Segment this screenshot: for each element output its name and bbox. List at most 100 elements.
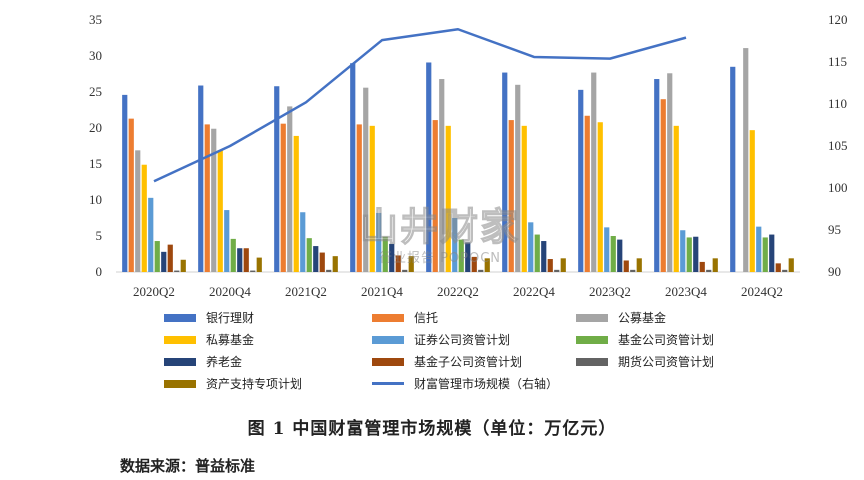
bar (198, 85, 204, 273)
legend-swatch (372, 313, 404, 322)
bar (623, 260, 629, 272)
bar (471, 256, 477, 272)
legend-swatch (576, 313, 608, 322)
bar (458, 239, 464, 272)
bar (775, 263, 781, 272)
y2-tick-label: 95 (828, 222, 841, 237)
legend-item: 银行理财 (164, 309, 254, 326)
bar (604, 227, 610, 272)
y2-tick-label: 90 (828, 264, 841, 279)
legend-item: 信托 (372, 309, 438, 326)
bar (211, 128, 217, 272)
legend-item: 公募基金 (576, 309, 666, 326)
bar (502, 72, 508, 272)
legend-label: 资产支持专项计划 (206, 377, 303, 391)
bar (287, 106, 293, 273)
x-tick-label: 2022Q4 (513, 284, 555, 299)
bar (560, 258, 566, 272)
bar (654, 79, 660, 272)
bar (749, 130, 755, 272)
y-tick-label: 15 (89, 156, 102, 171)
legend-swatch (372, 357, 404, 366)
legend-label: 基金子公司资管计划 (414, 355, 523, 369)
bar (402, 269, 408, 272)
bar (788, 258, 794, 272)
bar (332, 256, 338, 272)
bar (369, 125, 375, 272)
bar (313, 246, 319, 272)
x-tick-label: 2021Q2 (285, 284, 327, 299)
chart-line (153, 27, 687, 183)
bar (256, 257, 262, 272)
y2-tick-label: 110 (828, 96, 847, 111)
bar (306, 238, 312, 272)
bar (636, 258, 642, 272)
bar (591, 72, 597, 272)
bar (426, 62, 432, 273)
legend-swatch (576, 357, 608, 366)
bar (356, 124, 362, 273)
legend-swatch (164, 335, 196, 344)
x-tick-label: 2023Q2 (589, 284, 631, 299)
bar (756, 226, 762, 272)
bar (610, 236, 616, 272)
bar (452, 218, 458, 272)
bar (243, 248, 249, 272)
bar (122, 94, 128, 272)
y-tick-label: 25 (89, 84, 102, 99)
bar (667, 73, 673, 272)
bar (376, 212, 382, 272)
chart-bars (122, 48, 794, 273)
bar (154, 241, 160, 272)
legend-item: 养老金 (164, 353, 242, 370)
bar (680, 230, 686, 272)
bar (148, 197, 154, 272)
bar (484, 258, 490, 272)
y-tick-label: 5 (96, 228, 103, 243)
legend-label: 信托 (414, 311, 439, 325)
legend-label: 期货公司资管计划 (618, 355, 715, 369)
legend-label: 养老金 (206, 355, 243, 369)
legend-item: 证券公司资管计划 (372, 331, 510, 348)
legend-item: 财富管理市场规模（右轴） (372, 375, 558, 392)
bar (128, 118, 134, 272)
bar (769, 234, 775, 272)
legend-label: 基金公司资管计划 (618, 333, 715, 347)
bar (730, 66, 736, 272)
bar (395, 255, 401, 272)
legend-item: 私募基金 (164, 331, 254, 348)
bar (408, 256, 414, 272)
y2-tick-label: 120 (828, 12, 848, 27)
legend-label: 私募基金 (206, 333, 255, 347)
x-tick-label: 2020Q4 (209, 284, 251, 299)
y2-tick-label: 115 (828, 54, 847, 69)
y2-tick-label: 100 (828, 180, 848, 195)
bar (237, 248, 243, 272)
bar (478, 269, 484, 272)
legend-swatch (576, 335, 608, 344)
bar (578, 89, 584, 272)
bar (597, 122, 603, 273)
bar (180, 259, 186, 272)
bar (230, 238, 236, 272)
bar (521, 125, 527, 272)
bar (389, 243, 395, 272)
legend-line-swatch (372, 382, 404, 385)
bar (280, 123, 286, 273)
bar (293, 135, 299, 272)
legend-item: 基金子公司资管计划 (372, 353, 522, 370)
bar (762, 237, 768, 272)
bar (673, 125, 679, 272)
y-tick-label: 30 (89, 48, 102, 63)
chart-ticks: 0 5 10 15 20 25 30 35 90 95 100 105 110 115 120 2020Q2 2… (89, 12, 848, 299)
legend-item: 基金公司资管计划 (576, 331, 714, 348)
bar (204, 124, 210, 273)
bar (706, 269, 712, 272)
y-tick-label: 10 (89, 192, 102, 207)
bar (350, 63, 356, 273)
bar (135, 150, 141, 272)
bar (743, 48, 749, 272)
bar (554, 269, 560, 272)
bar (445, 125, 451, 272)
legend-label: 公募基金 (618, 311, 667, 325)
